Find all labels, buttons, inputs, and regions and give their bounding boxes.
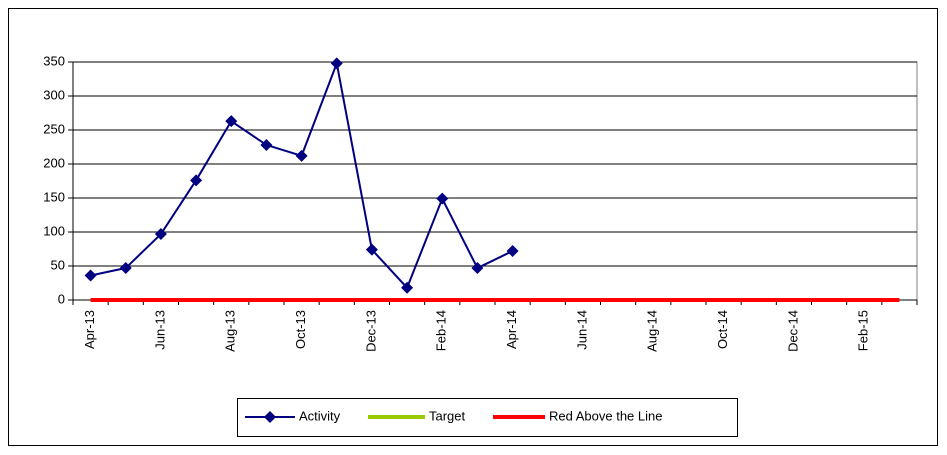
marker bbox=[401, 281, 414, 294]
marker bbox=[436, 192, 449, 205]
legend-label: Red Above the Line bbox=[549, 408, 662, 423]
y-tick-label: 200 bbox=[43, 155, 65, 170]
legend-marker bbox=[264, 411, 276, 423]
y-tick-label: 0 bbox=[58, 291, 65, 306]
x-tick-label: Jun-13 bbox=[152, 310, 167, 350]
marker bbox=[506, 245, 519, 258]
x-tick-label: Oct-13 bbox=[293, 310, 308, 349]
marker bbox=[471, 262, 484, 275]
y-tick-label: 150 bbox=[43, 189, 65, 204]
legend-label: Target bbox=[429, 408, 466, 423]
x-tick-label: Feb-15 bbox=[856, 310, 871, 351]
y-tick-label: 100 bbox=[43, 223, 65, 238]
y-tick-label: 50 bbox=[51, 257, 65, 272]
x-tick-label: Aug-14 bbox=[645, 310, 660, 352]
marker bbox=[225, 115, 238, 128]
y-tick-label: 250 bbox=[43, 121, 65, 136]
x-tick-label: Dec-14 bbox=[785, 310, 800, 352]
marker bbox=[330, 57, 343, 70]
legend bbox=[237, 398, 738, 437]
marker bbox=[365, 243, 378, 256]
marker bbox=[260, 138, 273, 151]
x-tick-label: Oct-14 bbox=[715, 310, 730, 349]
marker bbox=[119, 262, 132, 275]
legend-label: Activity bbox=[299, 408, 341, 423]
y-tick-label: 350 bbox=[43, 53, 65, 68]
marker bbox=[190, 174, 203, 187]
x-tick-label: Apr-14 bbox=[504, 310, 519, 349]
x-tick-label: Aug-13 bbox=[223, 310, 238, 352]
marker bbox=[154, 228, 167, 241]
x-tick-label: Feb-14 bbox=[434, 310, 449, 351]
x-tick-label: Dec-13 bbox=[363, 310, 378, 352]
x-tick-label: Apr-13 bbox=[82, 310, 97, 349]
x-tick-label: Jun-14 bbox=[574, 310, 589, 350]
y-tick-label: 300 bbox=[43, 87, 65, 102]
marker bbox=[84, 269, 97, 282]
marker bbox=[295, 149, 308, 162]
